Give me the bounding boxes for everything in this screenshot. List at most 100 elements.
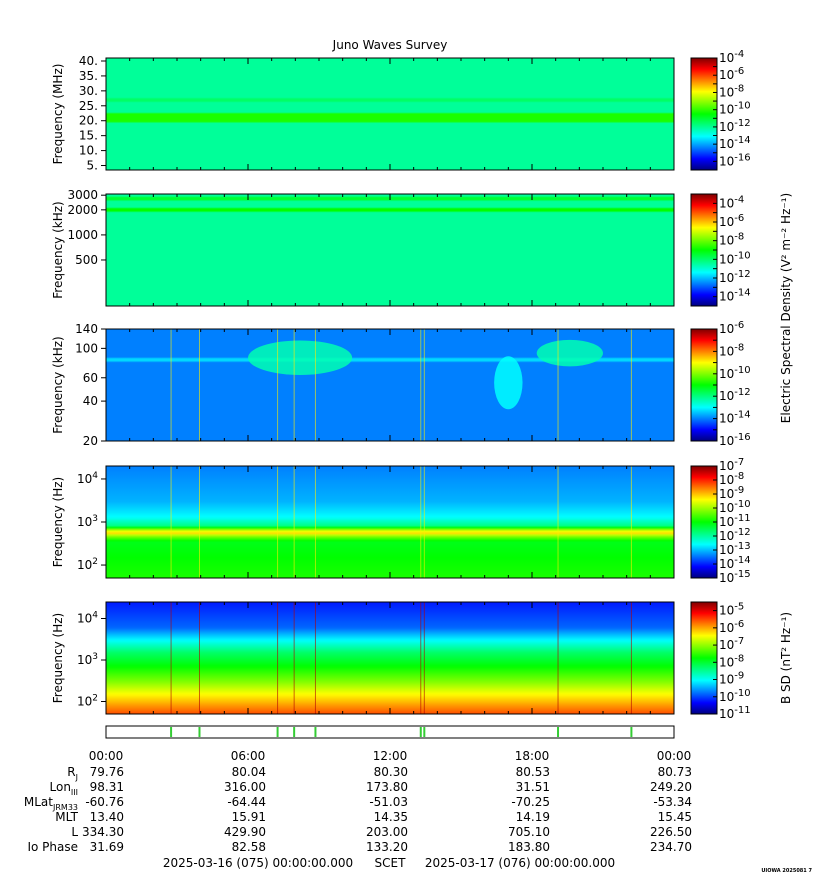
colorbar-panel-hz: 10-710-810-910-1010-1110-1210-1310-1410-… xyxy=(690,457,751,585)
colorbar-tick-label: 10-10 xyxy=(719,688,751,704)
ephemeris-value: 80.73 xyxy=(658,765,692,779)
y-axis-label: Frequency (kHz) xyxy=(51,336,65,433)
colorbar-tick-label: 10-10 xyxy=(719,250,751,266)
time-tick-label: 06:00 xyxy=(231,749,266,763)
colorbar-tick-label: 10-10 xyxy=(719,101,751,117)
ephemeris-value: -53.34 xyxy=(653,795,692,809)
ephemeris-value: 80.53 xyxy=(516,765,550,779)
ephemeris-value: 133.20 xyxy=(366,840,408,854)
y-axis-label: Frequency (Hz) xyxy=(51,477,65,568)
y-tick-label: 103 xyxy=(77,514,98,529)
time-tick-label: 00:00 xyxy=(657,749,692,763)
colorbar-tick-label: 10-9 xyxy=(719,671,744,687)
ephemeris-value: -60.76 xyxy=(85,795,124,809)
y-axis-label: Frequency (kHz) xyxy=(51,201,65,298)
event-marker xyxy=(293,727,296,737)
colorbar-scale xyxy=(690,57,718,171)
event-marker xyxy=(314,727,317,737)
time-tick-label: 18:00 xyxy=(515,749,550,763)
colorbar-scale xyxy=(690,193,718,307)
colorbar-tick-label: 10-8 xyxy=(719,342,744,358)
event-marker xyxy=(557,727,560,737)
ephemeris-value: 226.50 xyxy=(650,825,692,839)
y-tick-label: 15. xyxy=(79,129,98,143)
colorbar-tick-label: 10-6 xyxy=(719,213,744,229)
ephemeris-value: 429.90 xyxy=(224,825,266,839)
y-tick-label: 35. xyxy=(79,69,98,83)
ephemeris-value: 249.20 xyxy=(650,780,692,794)
panel-hz: 102 103 104 Frequency (Hz) 10-710-810-910-10… xyxy=(51,457,751,585)
y-tick-label: 30. xyxy=(79,84,98,98)
colorbar-panel-khz-high: 10-4 10-6 10-8 10-10 10-12 10-14 xyxy=(690,193,751,307)
end-time-label: 2025-03-17 (076) 00:00:00.000 xyxy=(425,856,615,870)
y-tick-label: 40 xyxy=(83,394,98,408)
ephemeris-value: 705.10 xyxy=(508,825,550,839)
colorbar-tick-label: 10-8 xyxy=(719,232,744,248)
y-tick-label: 103 xyxy=(77,652,98,667)
event-marker xyxy=(423,727,426,737)
colorbar-scale xyxy=(690,328,718,442)
start-time-label: 2025-03-16 (075) 00:00:00.000 xyxy=(163,856,353,870)
y-tick-label: 1000 xyxy=(67,228,98,242)
colorbar-tick-label: 10-5 xyxy=(719,602,744,618)
colorbar-panel-khz-low: 10-6 10-8 10-10 10-12 10-14 10-16 xyxy=(690,320,751,448)
y-tick-label: 60 xyxy=(83,371,98,385)
ephemeris-value: 14.19 xyxy=(516,810,550,824)
ephemeris-value: 80.30 xyxy=(374,765,408,779)
ephemeris-value: 15.91 xyxy=(232,810,266,824)
y-tick-label: 40. xyxy=(79,54,98,68)
y-axis-label: Frequency (MHz) xyxy=(51,64,65,165)
y-tick-label: 500 xyxy=(75,253,98,267)
y-tick-label: 25. xyxy=(79,99,98,113)
panel-khz-low: 20 40 60 100 140 Frequency (kHz) 10-6 10-8 10-10… xyxy=(51,320,751,448)
colorbar-tick-label: 10-10 xyxy=(719,365,751,381)
ephemeris-value: 13.40 xyxy=(90,810,124,824)
ephemeris-value: 173.80 xyxy=(366,780,408,794)
y-tick-label: 10. xyxy=(79,144,98,158)
colorbar-tick-label: 10-15 xyxy=(719,569,751,585)
time-axis: 00:00 06:00 12:00 18:00 00:00 xyxy=(89,749,692,763)
colorbar-tick-label: 10-14 xyxy=(719,410,751,426)
colorbar-tick-label: 10-14 xyxy=(719,288,751,304)
ephemeris-value: 31.51 xyxy=(516,780,550,794)
ephemeris-value: 98.31 xyxy=(90,780,124,794)
ephemeris-row-label: LonIII xyxy=(50,780,79,797)
y-tick-label: 140 xyxy=(75,322,98,336)
spectrogram-panel-khz-high xyxy=(106,194,674,306)
ephemeris-row-label: MLT xyxy=(55,810,78,824)
ephemeris-row-label: RJ xyxy=(67,765,78,782)
spectrogram-panel-bfield xyxy=(106,602,674,714)
time-tick-label: 00:00 xyxy=(89,749,124,763)
ephemeris-value: 31.69 xyxy=(90,840,124,854)
ephemeris-value: 14.35 xyxy=(374,810,408,824)
y-tick-label: 104 xyxy=(77,471,98,486)
colorbar-tick-label: 10-7 xyxy=(719,636,744,652)
version-stamp: UIOWA 2025081 7 xyxy=(761,868,812,874)
event-marker xyxy=(419,727,422,737)
event-strip-frame xyxy=(105,725,675,739)
y-tick-label: 102 xyxy=(77,557,98,572)
ephemeris-value: 15.45 xyxy=(658,810,692,824)
chart-title: Juno Waves Survey xyxy=(332,38,448,52)
colorbar-tick-label: 10-12 xyxy=(719,387,751,403)
y-tick-label: 20. xyxy=(79,114,98,128)
colorbar-tick-label: 10-12 xyxy=(719,118,751,134)
colorbar-tick-label: 10-14 xyxy=(719,135,751,151)
event-marker xyxy=(630,727,633,737)
colorbar-tick-label: 10-8 xyxy=(719,83,744,99)
ephemeris-value: 82.58 xyxy=(232,840,266,854)
ephemeris-value: 183.80 xyxy=(508,840,550,854)
efield-colorbar-label: Electric Spectral Density (V² m⁻² Hz⁻¹) xyxy=(779,193,793,423)
y-tick-label: 3000 xyxy=(67,188,98,202)
emission-blob-2 xyxy=(494,356,523,410)
colorbar-tick-label: 10-16 xyxy=(719,152,751,168)
time-tick-label: 12:00 xyxy=(373,749,408,763)
event-marker xyxy=(276,727,279,737)
y-tick-label: 100 xyxy=(75,341,98,355)
event-marker xyxy=(170,727,173,737)
